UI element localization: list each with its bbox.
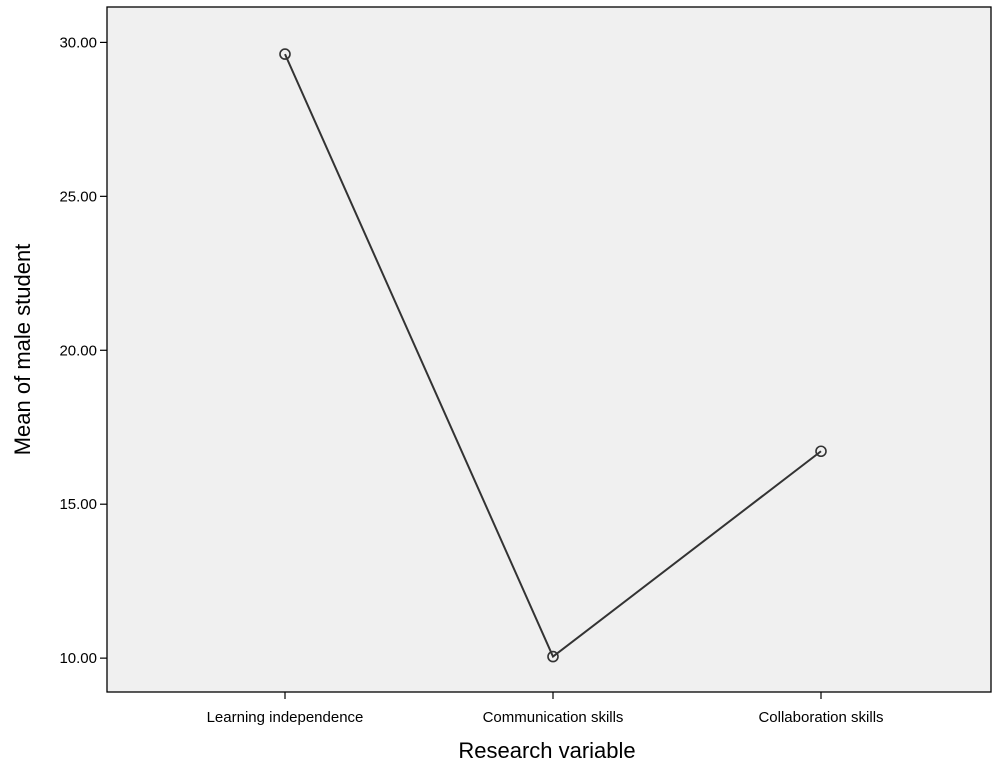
y-tick-label: 30.00 [59, 34, 97, 51]
x-axis-title: Research variable [458, 738, 635, 763]
x-category-label: Collaboration skills [758, 709, 883, 726]
data-point [279, 48, 291, 60]
y-tick-label: 20.00 [59, 342, 97, 359]
y-axis: 10.00 15.00 20.00 25.00 30.00 [59, 34, 107, 667]
data-point [815, 445, 827, 458]
x-category-label: Communication skills [483, 709, 624, 726]
x-axis: Learning independence Communication skill… [207, 692, 884, 726]
series-line [284, 53, 822, 659]
y-tick-label: 25.00 [59, 188, 97, 205]
y-tick-label: 15.00 [59, 496, 97, 513]
series-markers [279, 48, 827, 663]
data-point [547, 650, 559, 663]
plot-area [106, 6, 992, 693]
y-axis-title: Mean of male student [10, 244, 35, 456]
y-tick-label: 10.00 [59, 650, 97, 667]
x-category-label: Learning independence [207, 709, 364, 726]
